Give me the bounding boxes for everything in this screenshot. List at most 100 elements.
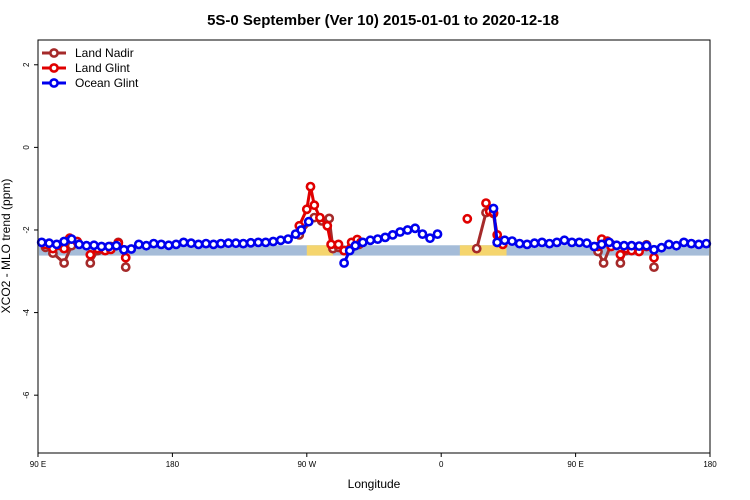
data-point bbox=[36, 237, 47, 248]
data-point bbox=[649, 244, 659, 255]
data-point bbox=[66, 234, 77, 244]
chart-title: 5S-0 September (Ver 10) 2015-01-01 to 20… bbox=[207, 12, 559, 29]
data-point bbox=[574, 237, 585, 248]
legend-item: Land Glint bbox=[42, 61, 130, 75]
data-point bbox=[85, 249, 96, 260]
data-point bbox=[410, 223, 420, 234]
data-point bbox=[425, 233, 435, 244]
legend-label: Ocean Glint bbox=[75, 76, 139, 90]
data-point bbox=[598, 258, 609, 268]
data-point bbox=[324, 213, 335, 224]
y-tick-label: -4 bbox=[22, 308, 31, 316]
data-point bbox=[81, 240, 92, 251]
data-point bbox=[365, 235, 376, 246]
data-point bbox=[148, 238, 159, 249]
data-point bbox=[701, 238, 712, 249]
x-tick-label: 180 bbox=[166, 460, 180, 469]
data-point bbox=[649, 262, 659, 272]
data-point bbox=[507, 236, 517, 246]
data-point bbox=[59, 236, 69, 247]
x-tick-label: 0 bbox=[439, 460, 444, 469]
band-highlight bbox=[306, 245, 333, 256]
y-tick-label: -2 bbox=[22, 226, 31, 234]
data-point bbox=[59, 258, 69, 268]
data-point bbox=[301, 204, 312, 215]
data-point bbox=[314, 212, 325, 223]
data-point bbox=[171, 239, 181, 250]
data-point bbox=[268, 236, 279, 247]
legend-label: Land Glint bbox=[75, 61, 130, 75]
data-point bbox=[163, 240, 174, 251]
data-point bbox=[615, 258, 626, 268]
y-tick-label: -6 bbox=[22, 391, 31, 399]
y-axis-ticks: 2 0 -2 -4 -6 bbox=[22, 62, 38, 399]
y-axis-title: XCO2 - MLO trend (ppm) bbox=[0, 179, 13, 314]
data-point bbox=[402, 225, 413, 235]
legend-label: Land Nadir bbox=[75, 46, 134, 60]
data-point bbox=[322, 220, 333, 231]
data-point bbox=[303, 216, 314, 227]
plot-frame bbox=[37, 39, 711, 454]
data-point bbox=[350, 240, 361, 251]
legend-item: Ocean Glint bbox=[42, 76, 139, 90]
data-point bbox=[296, 225, 307, 235]
band-fill bbox=[39, 245, 709, 256]
data-point bbox=[656, 242, 667, 253]
data-point bbox=[133, 239, 144, 250]
data-point bbox=[344, 245, 355, 256]
data-point bbox=[85, 258, 96, 268]
data-point bbox=[74, 239, 84, 250]
legend-swatch-marker bbox=[49, 63, 59, 73]
data-point bbox=[201, 238, 211, 249]
data-point bbox=[462, 213, 473, 224]
data-point bbox=[120, 262, 131, 272]
data-point bbox=[615, 249, 626, 260]
data-point bbox=[120, 252, 131, 263]
data-point bbox=[537, 237, 547, 248]
data-point bbox=[552, 237, 562, 248]
data-point bbox=[395, 227, 405, 237]
data-point bbox=[671, 240, 682, 251]
data-point bbox=[514, 238, 525, 249]
data-point bbox=[283, 234, 293, 244]
data-point bbox=[44, 238, 55, 249]
data-point bbox=[529, 238, 540, 249]
data-point bbox=[679, 237, 689, 248]
data-point bbox=[178, 237, 189, 248]
data-point bbox=[619, 240, 629, 251]
data-point bbox=[119, 244, 129, 255]
data-point bbox=[522, 239, 532, 250]
data-point bbox=[89, 240, 99, 251]
data-point bbox=[215, 238, 226, 249]
data-point bbox=[596, 239, 607, 250]
data-point bbox=[481, 198, 491, 208]
legend-item: Land Nadir bbox=[42, 46, 134, 60]
data-point bbox=[309, 200, 320, 211]
band-highlight bbox=[459, 245, 507, 256]
x-tick-label: 90 E bbox=[567, 460, 583, 469]
data-point bbox=[126, 244, 137, 254]
data-point bbox=[333, 239, 344, 250]
data-point bbox=[499, 235, 510, 246]
data-point bbox=[544, 238, 555, 249]
x-tick-label: 90 W bbox=[297, 460, 316, 469]
x-axis-title: Longitude bbox=[348, 477, 401, 491]
data-point bbox=[559, 235, 570, 246]
series-ocean-glint bbox=[36, 203, 712, 268]
x-tick-label: 180 bbox=[703, 460, 717, 469]
data-point bbox=[339, 258, 349, 268]
x-tick-label: 90 E bbox=[30, 460, 46, 469]
data-point bbox=[193, 239, 204, 250]
x-axis-ticks: 90 E 180 90 W 0 90 E 180 bbox=[30, 453, 717, 469]
data-point bbox=[186, 238, 196, 249]
data-point bbox=[471, 243, 482, 254]
data-point bbox=[208, 239, 219, 250]
data-point bbox=[223, 238, 234, 249]
series-layer bbox=[36, 181, 712, 272]
background-band bbox=[39, 245, 709, 256]
data-point bbox=[649, 252, 659, 263]
data-point bbox=[664, 239, 674, 250]
data-point bbox=[372, 234, 383, 244]
